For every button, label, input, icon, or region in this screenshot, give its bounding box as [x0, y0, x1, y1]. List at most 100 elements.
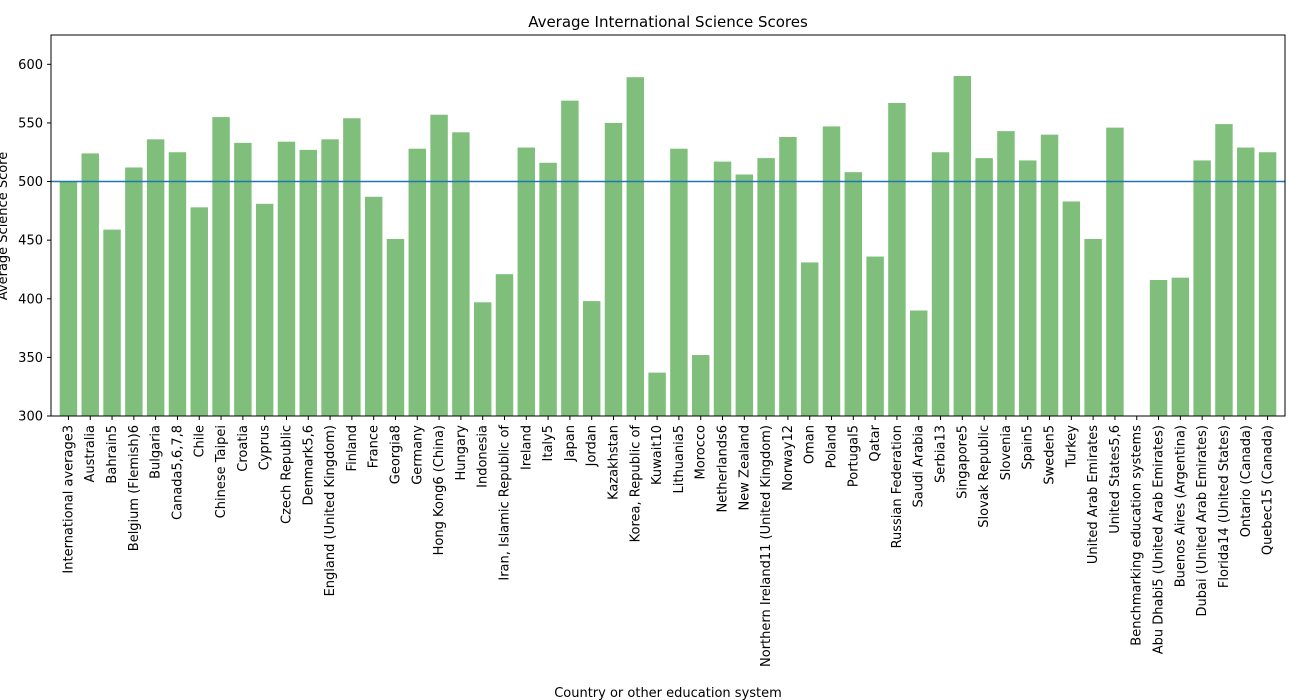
- x-tick-label: France: [367, 425, 382, 468]
- bar: [648, 372, 666, 416]
- x-tick-label: Quebec15 (Canada): [1261, 425, 1276, 555]
- bar: [321, 139, 339, 416]
- x-tick-label: Slovak Republic: [977, 425, 992, 528]
- y-tick-label: 300: [18, 410, 43, 425]
- x-tick-label: Spain5: [1021, 425, 1036, 470]
- x-tick-label: United States5,6: [1108, 425, 1123, 534]
- x-tick-label: Cyprus: [258, 425, 273, 471]
- plot-frame: [50, 34, 1286, 417]
- bar: [299, 149, 317, 416]
- y-tick-label: 550: [18, 116, 43, 131]
- bar: [1215, 124, 1233, 416]
- bar: [539, 162, 557, 416]
- x-tick-label: Buenos Aires (Argentina): [1173, 425, 1188, 587]
- x-tick-label: Portugal5: [846, 425, 861, 487]
- x-tick-label: Hong Kong6 (China): [432, 425, 447, 555]
- x-tick-label: Bahrain5: [105, 425, 120, 484]
- bar: [1084, 238, 1102, 416]
- bar: [888, 102, 906, 417]
- x-tick-label: Chile: [192, 425, 207, 458]
- x-tick-label: Canada5,6,7,8: [170, 425, 185, 520]
- x-tick-label: Qatar: [868, 424, 883, 461]
- x-tick-label: Chinese Taipei: [214, 425, 229, 518]
- x-tick-label: Ireland: [519, 425, 534, 470]
- bar: [473, 302, 492, 416]
- bar: [757, 158, 775, 417]
- y-axis-label: Average Science Score: [0, 152, 11, 300]
- bar: [582, 301, 601, 416]
- bar: [910, 310, 928, 416]
- x-tick-label: Indonesia: [476, 425, 491, 488]
- bar: [168, 152, 187, 416]
- bar: [255, 203, 274, 416]
- x-tick-label: Oman: [803, 425, 818, 464]
- x-tick-label: International average3: [61, 425, 76, 574]
- bar: [844, 172, 863, 416]
- x-tick-label: Belgium (Flemish)6: [127, 425, 142, 551]
- bar: [234, 142, 252, 417]
- x-tick-label: Singapore5: [955, 425, 970, 499]
- y-tick-label: 600: [18, 58, 43, 73]
- x-tick-label: Georgia8: [388, 425, 403, 484]
- bar: [670, 148, 688, 416]
- bar: [1171, 277, 1190, 416]
- bar: [59, 181, 78, 416]
- x-tick-label: Serbia13: [934, 425, 949, 483]
- bar: [364, 196, 383, 416]
- bar: [822, 126, 841, 416]
- bar: [81, 153, 99, 416]
- bar: [146, 139, 165, 416]
- x-tick-label: Poland: [825, 425, 840, 468]
- bar: [713, 161, 732, 416]
- bar: [735, 174, 754, 416]
- bar: [103, 229, 121, 416]
- x-tick-label: Finland: [345, 425, 360, 471]
- x-tick-label: Italy5: [541, 425, 556, 461]
- bar: [1237, 147, 1255, 416]
- x-tick-label: Dubai (United Arab Emirates): [1195, 425, 1210, 616]
- x-tick-label: Benchmarking education systems: [1130, 425, 1145, 646]
- bar: [1106, 127, 1124, 416]
- x-tick-label: Bulgaria: [149, 425, 164, 479]
- bar: [953, 76, 972, 417]
- bar: [1062, 201, 1081, 416]
- x-tick-label: Turkey: [1064, 425, 1079, 469]
- bar: [931, 152, 950, 416]
- y-tick-label: 450: [18, 234, 43, 249]
- y-tick-label: 500: [18, 175, 43, 190]
- x-tick-label: Kuwait10: [650, 425, 665, 485]
- bar: [386, 238, 405, 416]
- x-tick-label: Norway12: [781, 425, 796, 491]
- bar: [691, 355, 710, 416]
- bar: [1019, 160, 1037, 416]
- x-tick-label: Australia: [83, 425, 98, 483]
- x-tick-label: Northern Ireland11 (United Kingdom): [759, 425, 774, 667]
- bar: [212, 117, 230, 417]
- y-ticks-group: 300 350 400 450 500 550 600: [18, 58, 51, 425]
- y-tick-label: 350: [18, 351, 43, 366]
- bar: [430, 114, 448, 417]
- bar: [343, 118, 361, 416]
- x-tick-label: United Arab Emirates: [1086, 425, 1101, 564]
- x-tick-label: Japan: [563, 425, 578, 462]
- x-tick-label: Korea, Republic of: [628, 425, 643, 543]
- x-tick-label: Kazakhstan: [606, 425, 621, 500]
- x-tick-label: Abu Dhabi5 (United Arab Emirates): [1152, 425, 1167, 654]
- bars-group: [59, 76, 1277, 417]
- bar: [495, 274, 514, 416]
- bar: [604, 122, 623, 416]
- x-tick-label: Denmark5,6: [301, 425, 316, 505]
- bar: [1040, 134, 1059, 416]
- x-tick-label: Croatia: [236, 425, 251, 472]
- x-tick-label: Slovenia: [999, 425, 1014, 480]
- chart-title: Average International Science Scores: [528, 13, 808, 31]
- x-tick-label: Jordan: [585, 425, 600, 467]
- bar: [800, 262, 819, 416]
- bar: [561, 100, 579, 416]
- bar: [125, 167, 143, 416]
- x-tick-label: Sweden5: [1043, 425, 1058, 485]
- bar: [517, 147, 536, 416]
- x-tick-label: Morocco: [694, 425, 709, 479]
